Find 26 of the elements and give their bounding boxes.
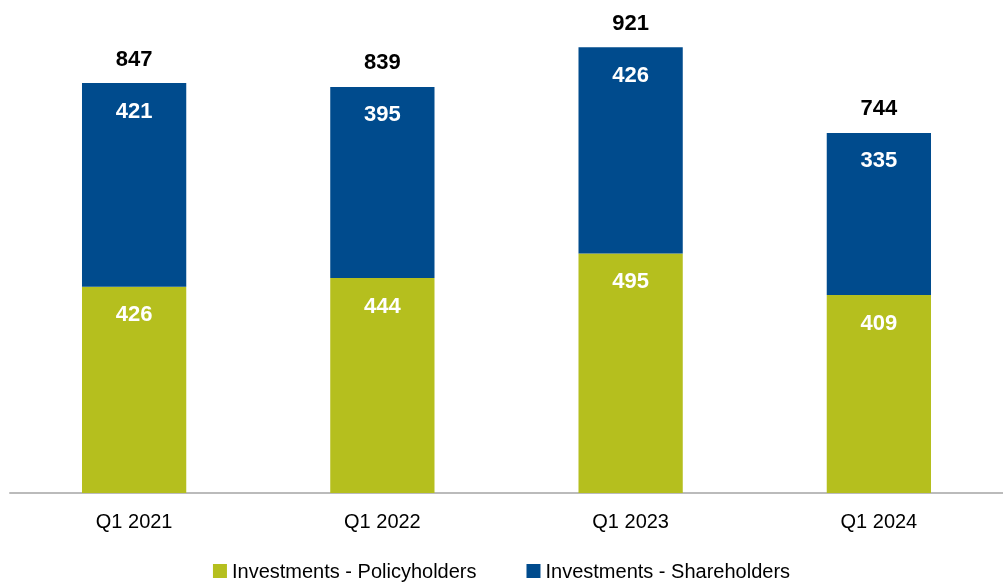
bar [330, 86, 435, 279]
total-label: 839 [364, 49, 401, 75]
data-label: 444 [364, 292, 402, 318]
bar [578, 253, 683, 493]
bar [81, 286, 187, 493]
total-label: 744 [860, 95, 898, 121]
bar [330, 278, 435, 493]
x-tick-label: Q1 2022 [344, 510, 421, 532]
bar [578, 47, 683, 254]
data-label: 335 [860, 147, 898, 173]
data-label: 395 [364, 101, 401, 127]
legend-label: Investments - Shareholders [545, 560, 791, 582]
x-tick-label: Q1 2021 [95, 510, 173, 532]
data-label: 426 [115, 301, 153, 327]
legend-label: Investments - Policyholders [231, 560, 477, 582]
data-label: 495 [612, 267, 649, 293]
total-label: 921 [612, 9, 649, 35]
data-label: 409 [860, 309, 898, 335]
data-label: 426 [612, 61, 649, 87]
data-label: 421 [115, 97, 153, 123]
bar [81, 83, 187, 287]
total-label: 847 [115, 45, 153, 71]
x-tick-label: Q1 2024 [840, 510, 918, 532]
bar [826, 295, 932, 493]
bar [826, 132, 932, 296]
x-tick-label: Q1 2023 [592, 510, 669, 532]
